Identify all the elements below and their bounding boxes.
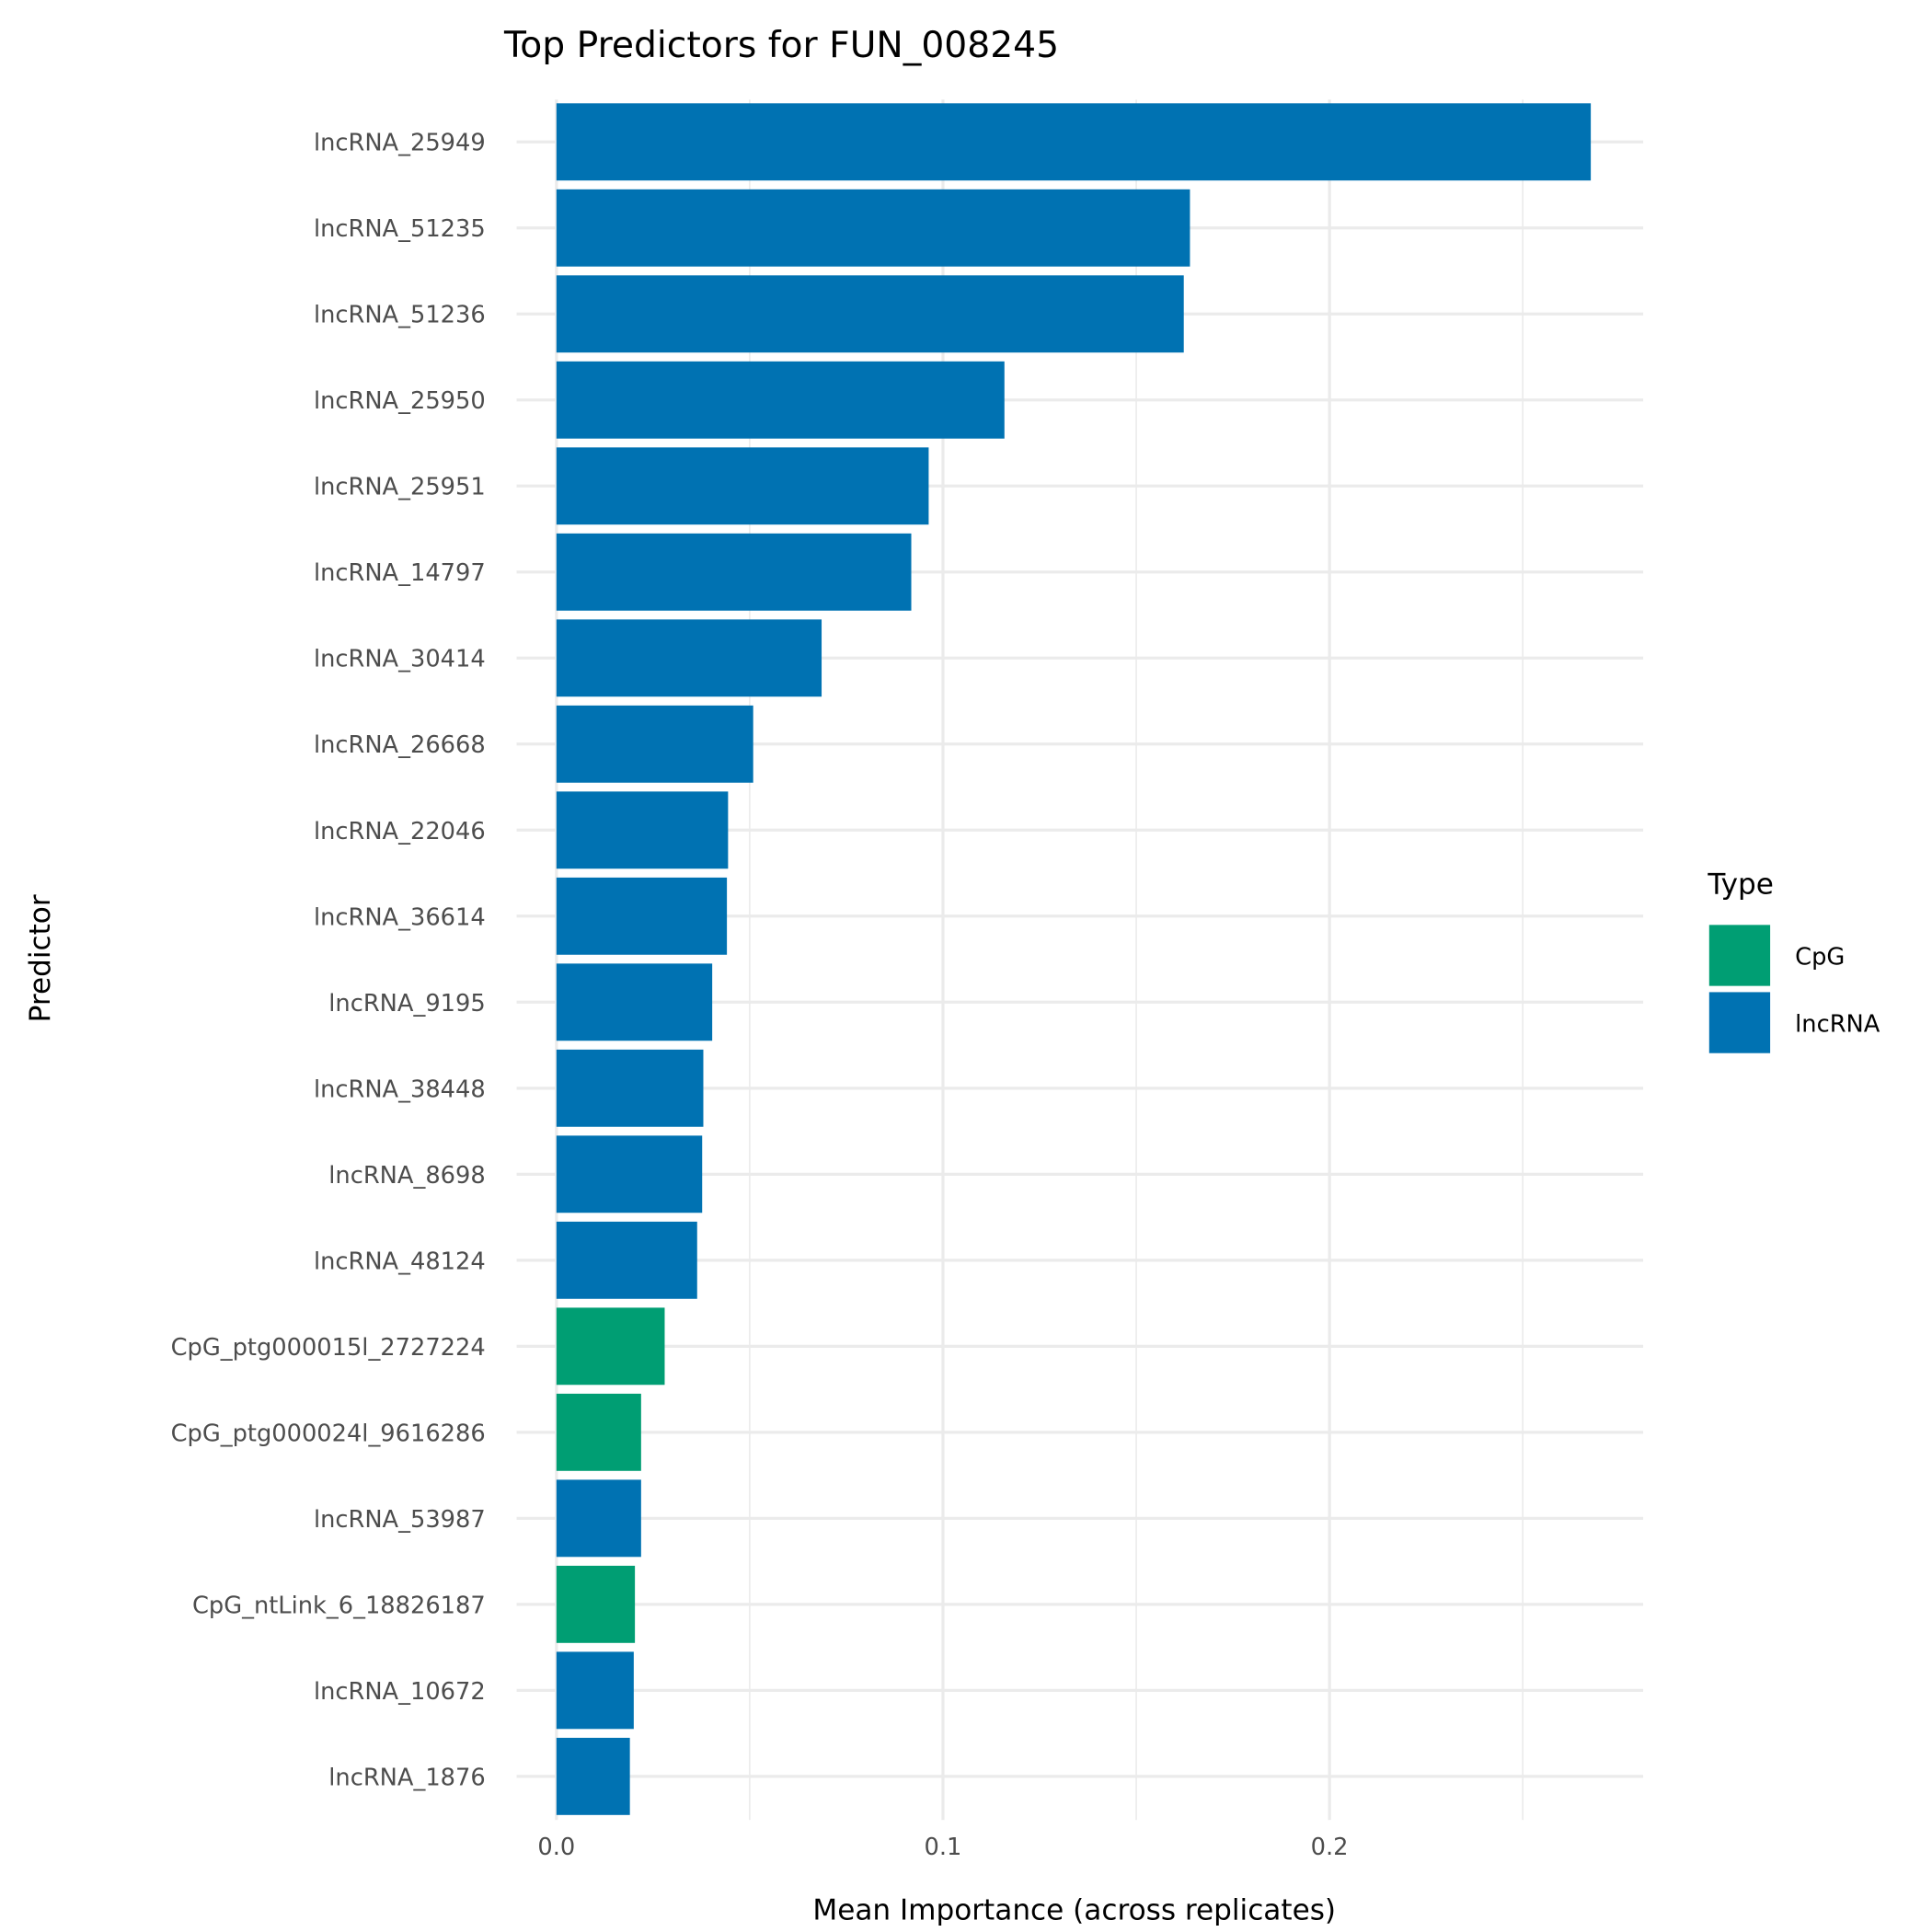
- bar: [556, 361, 1005, 439]
- x-tick-labels: 0.0 0.1 0.2: [537, 1834, 1348, 1861]
- chart-title: Top Predictors for FUN_008245: [503, 25, 1059, 66]
- y-tick-label: lncRNA_8698: [328, 1162, 485, 1190]
- y-tick-label: lncRNA_25951: [314, 474, 486, 501]
- y-tick-label: lncRNA_51235: [314, 215, 486, 243]
- y-tick-label: lncRNA_1876: [328, 1764, 485, 1791]
- x-tick-label: 0.2: [1311, 1834, 1349, 1861]
- bar: [556, 877, 728, 955]
- bar: [556, 619, 822, 697]
- x-tick-label: 0.0: [537, 1834, 575, 1861]
- y-tick-label: lncRNA_48124: [314, 1248, 486, 1275]
- bar: [556, 1221, 697, 1299]
- bar: [556, 1393, 641, 1471]
- y-tick-label: lncRNA_53987: [314, 1506, 486, 1534]
- y-tick-label: CpG_ptg000024l_9616286: [171, 1420, 486, 1447]
- bar: [556, 1135, 703, 1213]
- y-tick-label: lncRNA_25950: [314, 387, 486, 415]
- bar: [556, 1565, 636, 1643]
- x-axis-title: Mean Importance (across replicates): [812, 1893, 1336, 1926]
- bar: [556, 1049, 704, 1127]
- y-tick-label: lncRNA_36614: [314, 903, 486, 931]
- y-tick-label: lncRNA_22046: [314, 818, 486, 845]
- bar: [556, 103, 1592, 181]
- y-tick-label: CpG_ptg000015l_2727224: [171, 1334, 486, 1362]
- legend-key-lncrna: [1708, 992, 1771, 1053]
- bars: [556, 103, 1592, 1815]
- bar: [556, 275, 1184, 353]
- legend-label-cpg: CpG: [1795, 944, 1845, 972]
- bar: [556, 1737, 630, 1815]
- bar: [556, 447, 929, 525]
- bar: [556, 189, 1190, 267]
- bar: [556, 963, 713, 1041]
- grid: [516, 99, 1644, 1821]
- y-tick-label: lncRNA_30414: [314, 646, 486, 673]
- bar: [556, 1479, 641, 1558]
- y-tick-label: lncRNA_9195: [328, 990, 485, 1018]
- bar: [556, 791, 729, 869]
- bar: [556, 705, 753, 783]
- y-tick-labels: lncRNA_25949 lncRNA_51235 lncRNA_51236 lncR…: [171, 130, 486, 1792]
- y-tick-label: lncRNA_38448: [314, 1075, 486, 1103]
- legend: Type CpG lncRNA: [1707, 868, 1880, 1053]
- x-tick-label: 0.1: [925, 1834, 962, 1861]
- y-tick-label: lncRNA_14797: [314, 559, 486, 587]
- y-tick-label: lncRNA_25949: [314, 130, 486, 157]
- y-tick-label: CpG_ntLink_6_18826187: [192, 1592, 486, 1619]
- legend-key-cpg: [1708, 925, 1771, 986]
- bar: [556, 1307, 665, 1386]
- legend-label-lncrna: lncRNA: [1795, 1011, 1880, 1039]
- y-tick-label: lncRNA_51236: [314, 302, 486, 329]
- bar: [556, 533, 912, 611]
- y-axis-title: Predictor: [24, 894, 57, 1022]
- y-tick-label: lncRNA_26668: [314, 731, 486, 759]
- bar: [556, 1651, 634, 1730]
- legend-title: Type: [1707, 868, 1773, 902]
- y-tick-label: lncRNA_10672: [314, 1678, 486, 1706]
